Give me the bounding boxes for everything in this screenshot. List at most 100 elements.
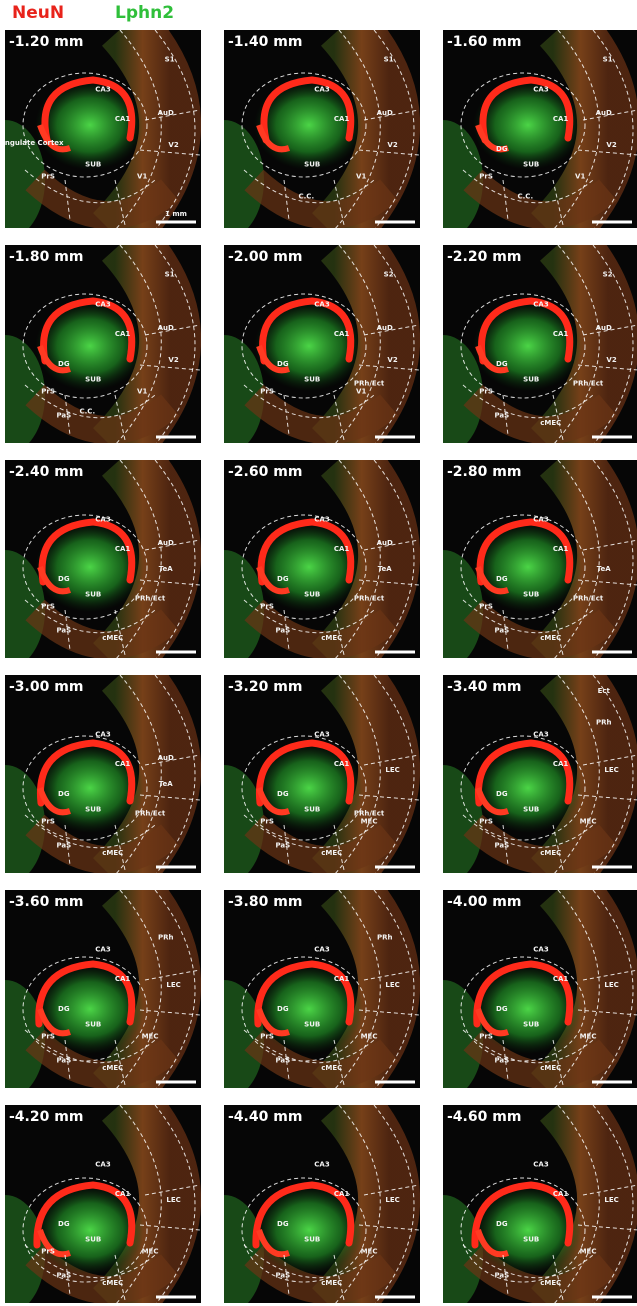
region-label: PaS — [494, 626, 509, 634]
region-label: Cingulate Cortex — [0, 139, 64, 147]
region-label: SUB — [304, 591, 320, 599]
region-label: SUB — [304, 806, 320, 814]
region-label: cMEC — [102, 634, 123, 642]
region-label: CA1 — [553, 115, 569, 123]
region-label: CA1 — [334, 330, 350, 338]
panel-label: -2.20 mm — [447, 249, 521, 265]
region-label: LEC — [604, 766, 618, 774]
panel-label: -3.20 mm — [228, 679, 302, 695]
panel-label: -4.00 mm — [447, 894, 521, 910]
region-label: MEC — [142, 1033, 159, 1041]
region-label: S1 — [603, 56, 613, 64]
region-label: cMEC — [540, 1064, 561, 1072]
region-label: PrS — [479, 173, 493, 181]
slice-panel: -1.80 mmS1CA3DGCA1AuDV2V1SUBPrSPaSC.C. — [0, 240, 201, 455]
region-label: CA3 — [314, 85, 330, 93]
region-label: CA1 — [115, 545, 131, 553]
region-label: DG — [496, 145, 508, 153]
region-label: CA1 — [115, 760, 131, 768]
region-label: cMEC — [540, 1279, 561, 1287]
region-label: CA1 — [334, 545, 350, 553]
region-label: AuD — [158, 754, 174, 762]
panel-label: -2.80 mm — [447, 464, 521, 480]
region-label: MEC — [361, 818, 378, 826]
region-label: V1 — [356, 173, 366, 181]
region-label: SUB — [304, 1021, 320, 1029]
region-label: LEC — [385, 766, 399, 774]
region-label: PrS — [479, 1033, 493, 1041]
panel-label: -2.40 mm — [9, 464, 83, 480]
region-label: cMEC — [540, 849, 561, 857]
region-label: S2 — [603, 271, 613, 279]
region-label: PaS — [494, 841, 509, 849]
region-label: SUB — [85, 591, 101, 599]
panel-label: -1.80 mm — [9, 249, 83, 265]
panel-label: -3.80 mm — [228, 894, 302, 910]
region-label: SUB — [304, 1236, 320, 1244]
scale-label: 1 mm — [165, 210, 187, 218]
stain-label: Lphn2 — [115, 3, 174, 23]
region-label: CA3 — [533, 1160, 549, 1168]
panel-label: -4.20 mm — [9, 1109, 83, 1125]
region-label: CA1 — [334, 1190, 350, 1198]
region-label: DG — [277, 1005, 289, 1013]
region-label: PaS — [494, 1056, 509, 1064]
region-label: cMEC — [102, 849, 123, 857]
region-label: PaS — [494, 1271, 509, 1279]
region-label: CA1 — [115, 330, 131, 338]
region-label: LEC — [166, 981, 180, 989]
region-label: AuD — [158, 109, 174, 117]
region-label: PrS — [41, 603, 55, 611]
region-label: PRh/Ect — [135, 810, 166, 818]
panel-label: -3.60 mm — [9, 894, 83, 910]
region-label: CA1 — [115, 115, 131, 123]
region-label: LEC — [166, 1196, 180, 1204]
region-label: PrS — [260, 1033, 274, 1041]
region-label: CA3 — [533, 945, 549, 953]
region-label: S1 — [384, 56, 394, 64]
region-label: CA1 — [553, 330, 569, 338]
region-label: V2 — [606, 141, 616, 149]
region-label: PRh/Ect — [354, 810, 385, 818]
panel-label: -1.60 mm — [447, 34, 521, 50]
region-label: cMEC — [321, 1279, 342, 1287]
region-label: SUB — [85, 1021, 101, 1029]
region-label: PrS — [41, 173, 55, 181]
slice-panel: -4.40 mmCA3CA1LECDGSUBPaScMECMEC — [184, 1100, 420, 1306]
region-label: TeA — [597, 565, 612, 573]
region-label: CA3 — [95, 730, 111, 738]
region-label: DG — [58, 360, 70, 368]
region-label: CA3 — [314, 945, 330, 953]
region-label: LEC — [385, 1196, 399, 1204]
region-label: DG — [58, 1220, 70, 1228]
slice-panel: -3.60 mmPRhCA3CA1LECDGSUBMECPrSPaScMEC — [0, 885, 201, 1100]
region-label: MEC — [361, 1248, 378, 1256]
region-label: PaS — [56, 411, 71, 419]
region-label: V1 — [137, 388, 147, 396]
region-label: MEC — [580, 818, 597, 826]
region-label: AuD — [596, 109, 612, 117]
region-label: CA3 — [533, 515, 549, 523]
region-label: DG — [58, 790, 70, 798]
region-label: DG — [496, 1220, 508, 1228]
region-label: PRh/Ect — [573, 595, 604, 603]
region-label: C.C. — [299, 192, 315, 200]
slice-panel: -1.60 mmS1DGCA3CA1AuDV2V1SUBPrSC.C. — [403, 25, 637, 240]
region-label: PRh — [158, 934, 174, 942]
region-label: S1 — [165, 56, 175, 64]
region-label: V1 — [575, 173, 585, 181]
region-label: cMEC — [102, 1064, 123, 1072]
region-label: PaS — [275, 841, 290, 849]
region-label: PRh/Ect — [573, 380, 604, 388]
region-label: LEC — [604, 981, 618, 989]
region-label: PrS — [41, 818, 55, 826]
region-label: AuD — [377, 539, 393, 547]
region-label: S1 — [165, 271, 175, 279]
slice-panel: -3.00 mmAuDTeACA3CA1DGPRh/EctSUBPrSPaScM… — [0, 670, 201, 885]
region-label: CA3 — [533, 85, 549, 93]
slice-panel: -3.80 mmPRhCA3CA1LECDGSUBMECPrSPaScMEC — [184, 885, 420, 1100]
panel-label: -1.20 mm — [9, 34, 83, 50]
